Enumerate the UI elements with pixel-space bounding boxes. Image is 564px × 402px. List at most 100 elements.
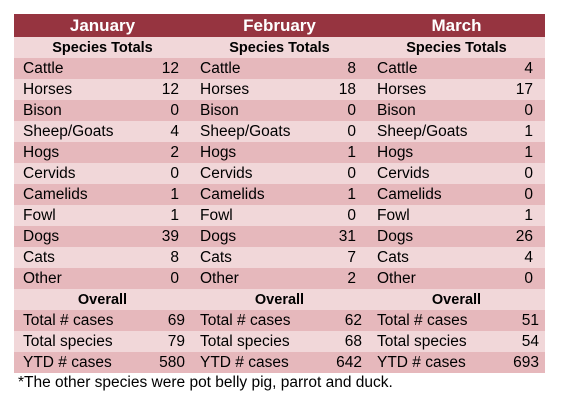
row-label: Fowl [200, 206, 233, 224]
table-cell: Bison 0 [191, 100, 368, 121]
row-label: Dogs [200, 227, 237, 245]
table-cell: Total species 54 [368, 331, 545, 352]
table-cell: Fowl 1 [368, 205, 545, 226]
table-cell: Total # cases 69 [14, 310, 191, 331]
row-label: YTD # cases [200, 353, 289, 371]
row-value: 0 [524, 269, 533, 287]
row-value: 17 [515, 80, 533, 98]
month-header-row: January February March [14, 14, 545, 37]
species-row: Dogs 39 Dogs 31 Dogs 26 [14, 226, 545, 247]
row-value: 4 [524, 248, 533, 266]
species-row: Bison 0 Bison 0 Bison 0 [14, 100, 545, 121]
table-cell: Dogs 31 [191, 226, 368, 247]
table-cell: Hogs 2 [14, 142, 191, 163]
row-value: 580 [159, 353, 185, 371]
row-label: Horses [377, 80, 427, 98]
table-cell: Cervids 0 [14, 163, 191, 184]
row-label: Fowl [377, 206, 410, 224]
row-value: 1 [524, 143, 533, 161]
row-label: Cervids [200, 164, 253, 182]
row-value: 31 [338, 227, 356, 245]
row-value: 69 [167, 311, 185, 329]
row-value: 12 [161, 80, 179, 98]
month-header-february: February [243, 15, 316, 35]
footnote: *The other species were pot belly pig, p… [18, 374, 393, 391]
table-cell: Total species 79 [14, 331, 191, 352]
overall-label: Overall [77, 291, 128, 308]
row-label: Hogs [23, 143, 60, 161]
row-label: Total species [23, 332, 113, 350]
table-cell: Other 0 [14, 268, 191, 289]
species-row: Cervids 0 Cervids 0 Cervids 0 [14, 163, 545, 184]
table-cell: Cattle 4 [368, 58, 545, 79]
table-cell: Cats 8 [14, 247, 191, 268]
table-cell: Horses 17 [368, 79, 545, 100]
row-value: 1 [524, 122, 533, 140]
row-label: Other [377, 269, 416, 287]
row-label: Total species [377, 332, 467, 350]
row-label: Cattle [23, 59, 64, 77]
row-label: Dogs [23, 227, 60, 245]
row-label: Camelids [23, 185, 88, 203]
row-value: 12 [161, 59, 179, 77]
overall-row: YTD # cases 580 YTD # cases 642 YTD # cases 6… [14, 352, 545, 373]
overall-header-row: Overall Overall Overall [14, 289, 545, 310]
row-value: 0 [347, 206, 356, 224]
row-label: Fowl [23, 206, 56, 224]
row-value: 0 [347, 101, 356, 119]
row-value: 0 [524, 185, 533, 203]
row-label: YTD # cases [377, 353, 466, 371]
species-row: Other 0 Other 2 Other 0 [14, 268, 545, 289]
row-value: 18 [338, 80, 356, 98]
overall-row: Total species 79 Total species 68 Total spec… [14, 331, 545, 352]
species-row: Camelids 1 Camelids 1 Camelids 0 [14, 184, 545, 205]
row-label: Bison [23, 101, 62, 119]
species-totals-header-row: Species Totals Species Totals Species To… [14, 37, 545, 58]
row-label: Horses [200, 80, 250, 98]
species-totals-label: Species Totals [52, 39, 153, 56]
table-cell: Horses 12 [14, 79, 191, 100]
table-cell: Cats 4 [368, 247, 545, 268]
row-value: 693 [513, 353, 539, 371]
row-label: Dogs [377, 227, 414, 245]
species-row: Hogs 2 Hogs 1 Hogs 1 [14, 142, 545, 163]
row-value: 0 [170, 101, 179, 119]
species-row: Cats 8 Cats 7 Cats 4 [14, 247, 545, 268]
table-cell: Total species 68 [191, 331, 368, 352]
row-value: 0 [170, 164, 179, 182]
species-row: Cattle 12 Cattle 8 Cattle 4 [14, 58, 545, 79]
row-label: Total # cases [200, 311, 291, 329]
table-cell: Fowl 0 [191, 205, 368, 226]
species-totals-label: Species Totals [406, 39, 507, 56]
row-label: Cervids [377, 164, 430, 182]
row-label: Sheep/Goats [377, 122, 468, 140]
row-label: Total # cases [23, 311, 114, 329]
table-cell: YTD # cases 580 [14, 352, 191, 373]
row-label: YTD # cases [23, 353, 112, 371]
row-value: 62 [344, 311, 362, 329]
overall-label: Overall [254, 291, 305, 308]
row-value: 0 [347, 122, 356, 140]
row-label: Other [23, 269, 62, 287]
overall-row: Total # cases 69 Total # cases 62 Total # ca… [14, 310, 545, 331]
row-label: Camelids [377, 185, 442, 203]
row-value: 54 [521, 332, 539, 350]
table-cell: Dogs 26 [368, 226, 545, 247]
row-value: 68 [344, 332, 362, 350]
row-value: 0 [524, 164, 533, 182]
row-value: 8 [347, 59, 356, 77]
row-value: 0 [347, 164, 356, 182]
row-label: Sheep/Goats [23, 122, 114, 140]
row-value: 1 [347, 185, 356, 203]
row-value: 1 [170, 206, 179, 224]
table-cell: Sheep/Goats 4 [14, 121, 191, 142]
species-totals-label: Species Totals [229, 39, 330, 56]
row-label: Cats [377, 248, 409, 266]
table-cell: Cervids 0 [368, 163, 545, 184]
table-cell: Cattle 12 [14, 58, 191, 79]
row-label: Cattle [200, 59, 241, 77]
table-cell: YTD # cases 642 [191, 352, 368, 373]
table-cell: Hogs 1 [191, 142, 368, 163]
table-cell: Dogs 39 [14, 226, 191, 247]
row-label: Cats [23, 248, 55, 266]
